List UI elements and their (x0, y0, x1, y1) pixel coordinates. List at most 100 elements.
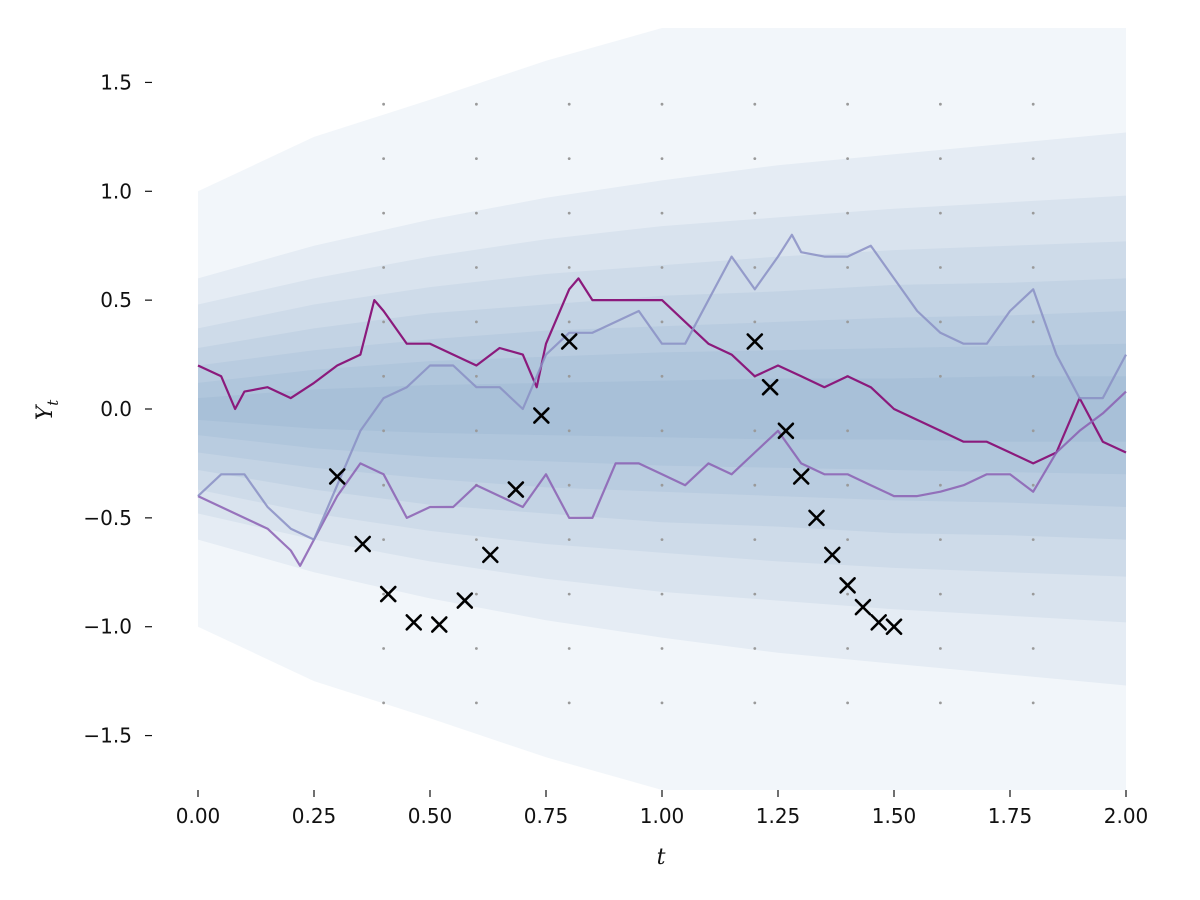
grid-dot (1031, 701, 1035, 705)
y-tick-label: 1.0 (100, 179, 132, 203)
grid-dot (1031, 211, 1035, 215)
grid-dot (753, 592, 757, 596)
grid-dot (846, 157, 849, 161)
grid-dot (1031, 157, 1035, 161)
grid-dot (753, 320, 757, 324)
grid-dot (939, 266, 942, 269)
marker-x (870, 614, 887, 631)
marker-x (354, 535, 372, 553)
band-4 (198, 241, 1126, 577)
grid-dot (846, 211, 849, 215)
x-tick-label: 1.75 (988, 804, 1033, 828)
grid-dot (660, 211, 664, 215)
sample-paths (197, 233, 1127, 567)
grid-dot (382, 701, 385, 705)
grid-dot (475, 647, 478, 650)
grid-dot (660, 647, 664, 650)
grid-dot (660, 592, 664, 596)
marker-x (761, 378, 779, 396)
x-tick-label: 1.25 (756, 804, 801, 828)
grid-dot (1031, 647, 1035, 650)
marker-x (808, 509, 825, 527)
grid-dot (475, 102, 478, 106)
grid-dot (846, 266, 849, 269)
marker-x (379, 585, 397, 603)
grid-dot (382, 538, 385, 541)
grid-dot (939, 374, 942, 378)
grid-dot (939, 102, 942, 106)
grid-dot (846, 592, 849, 596)
series-path-1 (197, 277, 1127, 465)
grid-dot (660, 320, 664, 324)
x-tick-label: 2.00 (1104, 804, 1149, 828)
y-tick-label: 0.0 (100, 397, 132, 421)
x-axis: 0.00 0.25 0.50 0.75 1.00 1.25 1.50 1.75 2.00 (176, 790, 1149, 828)
grid-dot (567, 538, 571, 541)
grid-dot (846, 538, 849, 541)
grid-dot (753, 102, 757, 106)
grid-dot (660, 102, 664, 106)
grid-dot (567, 429, 571, 433)
grid-dot (567, 266, 571, 269)
grid-dot (846, 429, 849, 433)
marker-x (792, 468, 810, 485)
grid-dot (660, 374, 664, 378)
series-path-2 (197, 390, 1127, 567)
grid-dot (753, 538, 757, 541)
grid-dot (1031, 320, 1035, 324)
y-axis-label-main: Y (33, 403, 58, 420)
marker-x (854, 598, 872, 616)
marker-x (746, 333, 764, 350)
grid-dot (382, 211, 385, 215)
band-6 (198, 311, 1126, 507)
grid-dot (567, 102, 571, 106)
grid-dot (753, 266, 757, 269)
grid-dot (846, 647, 849, 650)
grid-dot (567, 483, 571, 487)
grid-dot (567, 320, 571, 324)
grid-dot (1031, 592, 1035, 596)
grid-dot (1031, 483, 1035, 487)
x-tick-label: 0.00 (176, 804, 221, 828)
marker-x (533, 407, 550, 424)
grid-dot (660, 483, 664, 487)
series-path-3 (197, 233, 1127, 541)
grid-dot (660, 538, 664, 541)
grid-dot (567, 211, 571, 215)
grid-dot (382, 429, 385, 433)
grid-dot (1031, 102, 1035, 106)
grid-dot (475, 266, 478, 269)
x-tick-label: 1.00 (640, 804, 685, 828)
grid-dot (660, 266, 664, 269)
grid-dot (846, 483, 849, 487)
band-2 (198, 132, 1126, 686)
grid-dot (382, 592, 385, 596)
confidence-bands (198, 28, 1126, 790)
grid-dot (660, 429, 664, 433)
grid-dot (660, 701, 664, 705)
marker-x (430, 616, 448, 633)
y-tick-label: −1.5 (83, 724, 132, 748)
y-axis-label: Yt (33, 399, 62, 421)
x-axis-label: t (657, 845, 666, 870)
grid-dot (475, 538, 478, 541)
grid-dot (939, 211, 942, 215)
grid-dot (939, 592, 942, 596)
marker-x (560, 333, 578, 350)
band-3 (198, 195, 1126, 623)
grid-dot (475, 157, 478, 161)
grid-dot (939, 320, 942, 324)
y-tick-label: −0.5 (83, 506, 132, 530)
marker-x (456, 592, 474, 609)
y-tick-label: −1.0 (83, 615, 132, 639)
grid-dot (567, 647, 571, 650)
y-tick-label: 1.5 (100, 70, 132, 94)
grid-dot (382, 320, 385, 324)
grid-dot (382, 483, 385, 487)
marker-x (823, 546, 841, 564)
y-tick-label: 0.5 (100, 288, 132, 312)
grid-dot (753, 647, 757, 650)
marker-x (328, 468, 346, 485)
grid-dot (382, 157, 385, 161)
grid-dot (939, 538, 942, 541)
